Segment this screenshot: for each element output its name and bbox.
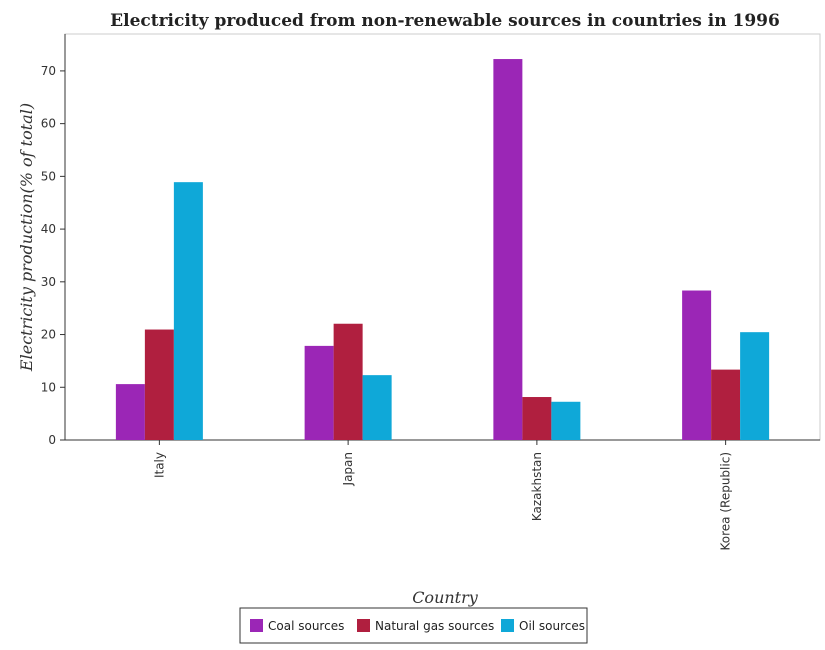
bar [362,375,392,440]
bar [144,329,174,440]
bar [333,323,363,440]
y-tick-label: 40 [41,222,56,236]
bar [304,345,334,440]
legend-entry: Natural gas sources [375,619,494,633]
chart-title: Electricity produced from non-renewable … [110,11,780,31]
bar [173,182,203,440]
y-axis-label: Electricity production(% of total) [17,103,36,372]
bar [551,401,581,440]
legend-box [239,607,588,644]
y-tick-label: 70 [41,64,56,78]
legend: Coal sources Natural gas sources Oil sourc… [239,607,588,644]
x-tick-label: Korea (Republic) [719,452,733,550]
x-ticks: Italy Japan Kazakhstan Korea (Republic) [152,440,733,550]
legend-entry: Oil sources [519,619,585,633]
bar [682,290,712,440]
bar [522,397,552,440]
y-tick-label: 60 [41,117,56,131]
y-tick-label: 0 [48,433,56,447]
y-tick-label: 50 [41,169,56,183]
x-tick-label: Japan [341,452,355,486]
y-tick-label: 30 [41,275,56,289]
bars [115,59,770,440]
x-tick-label: Kazakhstan [530,452,544,521]
y-tick-label: 20 [41,328,56,342]
x-axis-label: Country [412,588,479,607]
bar [493,59,523,440]
bar [115,384,145,440]
y-tick-label: 10 [41,380,56,394]
x-tick-label: Italy [152,452,166,478]
legend-swatch [357,619,370,632]
legend-swatch [250,619,263,632]
bar [711,369,741,440]
legend-entry: Coal sources [268,619,344,633]
legend-swatch [501,619,514,632]
bar [740,332,770,440]
y-ticks: 0 10 20 30 40 50 60 70 [41,64,65,447]
